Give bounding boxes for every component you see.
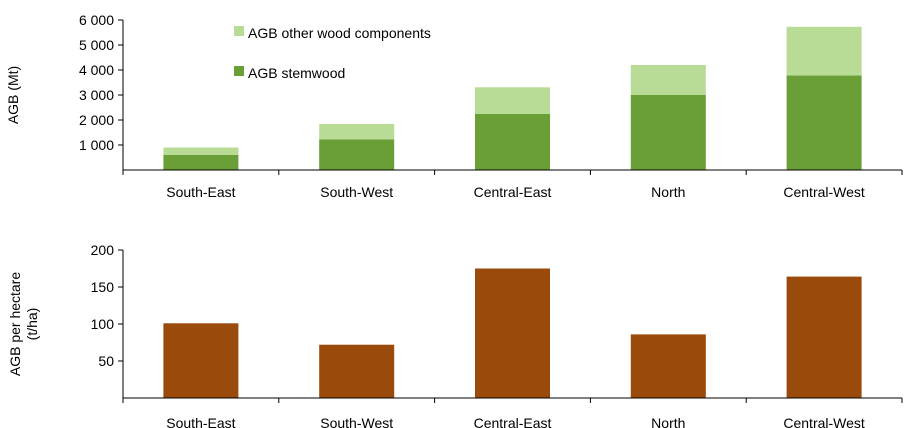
y-axis-title-line: AGB per hectare	[7, 272, 23, 376]
legend-swatch	[234, 66, 244, 76]
x-tick-label: South-West	[320, 415, 393, 428]
y-tick-label: 4 000	[79, 62, 114, 78]
y-axis-title-line: (t/ha)	[24, 308, 40, 341]
y-tick-label: 2 000	[79, 112, 114, 128]
bar-central-east-series-1	[475, 87, 550, 114]
y-tick-label: 3 000	[79, 87, 114, 103]
bar-south-west-series-0	[319, 344, 395, 398]
bar-north-series-1	[630, 65, 706, 95]
x-tick-label: North	[651, 415, 685, 428]
y-tick-label: 200	[91, 242, 115, 258]
legend-label: AGB stemwood	[248, 65, 345, 81]
x-tick-label: Central-West	[783, 415, 865, 428]
y-tick-label: 5 000	[79, 37, 114, 53]
bar-south-east-series-0	[163, 155, 239, 170]
bar-south-east-series-1	[163, 147, 239, 155]
x-tick-label: South-West	[320, 184, 393, 200]
bar-central-east-series-0	[475, 113, 550, 171]
bar-central-west-series-0	[786, 276, 862, 398]
bar-north-series-0	[630, 334, 706, 398]
bar-north-series-0	[630, 95, 706, 170]
y-tick-label: 50	[98, 353, 114, 369]
x-tick-label: South-East	[166, 415, 235, 428]
legend-swatch	[234, 26, 244, 36]
y-tick-label: 150	[91, 279, 115, 295]
legend-label: AGB other wood components	[248, 25, 431, 41]
y-tick-label: 1 000	[79, 137, 114, 153]
x-tick-label: Central-West	[783, 184, 865, 200]
bar-south-west-series-0	[319, 139, 395, 171]
x-tick-label: Central-East	[474, 184, 552, 200]
y-axis-title: AGB (Mt)	[5, 66, 21, 124]
bar-central-west-series-1	[786, 26, 862, 76]
bar-south-east-series-0	[163, 323, 239, 398]
bar-central-west-series-0	[786, 75, 862, 170]
x-tick-label: North	[651, 184, 685, 200]
bar-central-east-series-0	[475, 268, 550, 398]
y-tick-label: 6 000	[79, 12, 114, 28]
y-tick-label: 100	[91, 316, 115, 332]
x-tick-label: South-East	[166, 184, 235, 200]
bar-south-west-series-1	[319, 124, 395, 140]
x-tick-label: Central-East	[474, 415, 552, 428]
